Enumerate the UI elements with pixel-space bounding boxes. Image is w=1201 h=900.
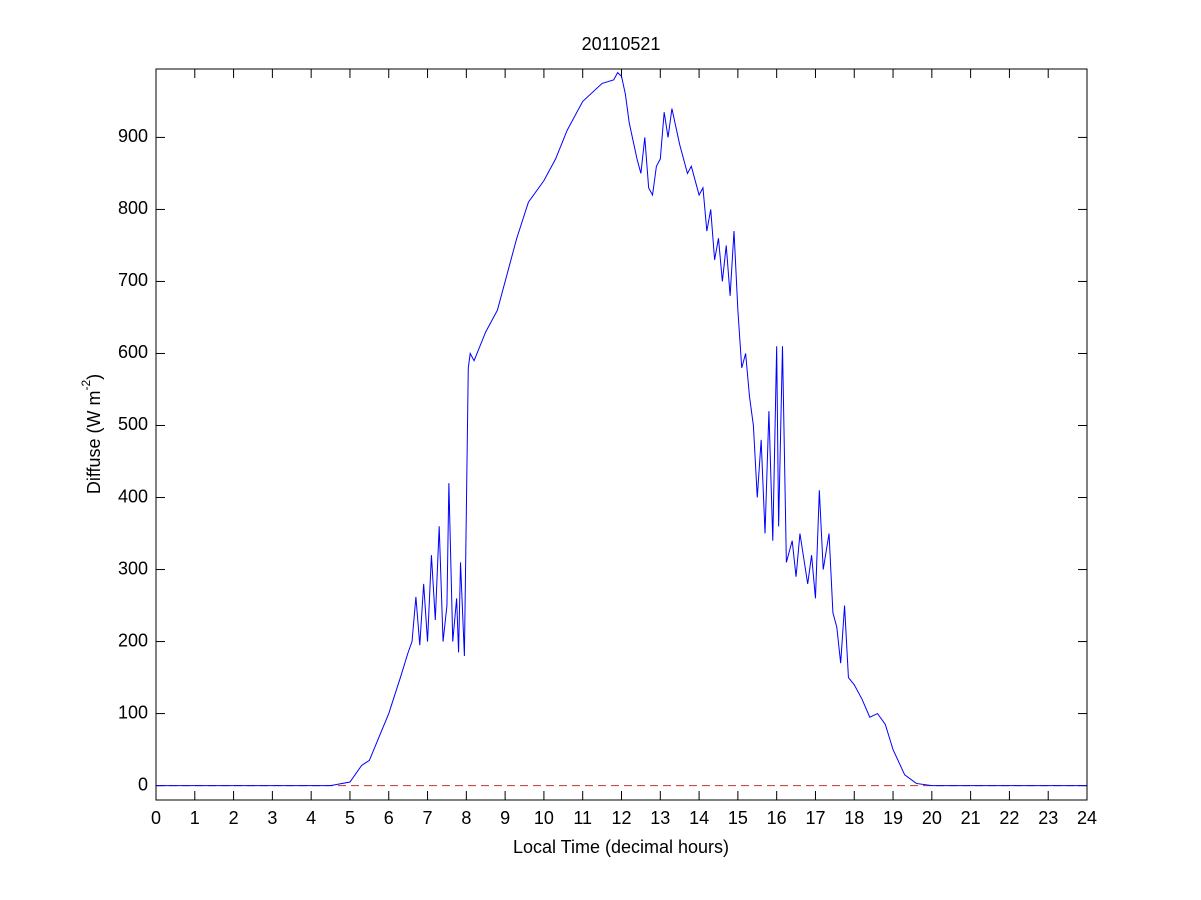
chart-title: 20110521 bbox=[582, 34, 661, 54]
y-tick-label: 400 bbox=[118, 486, 148, 506]
y-tick-label: 200 bbox=[118, 630, 148, 650]
x-tick-label: 8 bbox=[461, 808, 471, 828]
y-tick-label: 700 bbox=[118, 270, 148, 290]
x-tick-label: 15 bbox=[728, 808, 748, 828]
x-tick-label: 4 bbox=[306, 808, 316, 828]
x-tick-label: 22 bbox=[999, 808, 1019, 828]
x-tick-label: 12 bbox=[611, 808, 631, 828]
x-tick-label: 1 bbox=[190, 808, 200, 828]
x-tick-label: 17 bbox=[805, 808, 825, 828]
x-tick-label: 19 bbox=[883, 808, 903, 828]
y-tick-label: 300 bbox=[118, 558, 148, 578]
x-tick-label: 13 bbox=[650, 808, 670, 828]
x-tick-label: 7 bbox=[423, 808, 433, 828]
plot-area bbox=[156, 69, 1087, 800]
x-tick-label: 23 bbox=[1038, 808, 1058, 828]
y-tick-label: 0 bbox=[138, 774, 148, 794]
x-tick-label: 3 bbox=[267, 808, 277, 828]
x-tick-label: 24 bbox=[1077, 808, 1097, 828]
x-tick-label: 5 bbox=[345, 808, 355, 828]
x-tick-label: 14 bbox=[689, 808, 709, 828]
y-label-end: ) bbox=[84, 374, 104, 380]
x-tick-label: 9 bbox=[500, 808, 510, 828]
x-tick-label: 20 bbox=[922, 808, 942, 828]
y-tick-label: 500 bbox=[118, 414, 148, 434]
x-tick-label: 0 bbox=[151, 808, 161, 828]
x-tick-label: 2 bbox=[229, 808, 239, 828]
y-label-sup: -2 bbox=[79, 379, 93, 390]
x-tick-label: 6 bbox=[384, 808, 394, 828]
x-axis-label: Local Time (decimal hours) bbox=[513, 837, 729, 857]
y-tick-label: 800 bbox=[118, 198, 148, 218]
x-tick-label: 10 bbox=[534, 808, 554, 828]
data-line bbox=[156, 71, 1087, 787]
y-tick-label: 600 bbox=[118, 342, 148, 362]
x-tick-label: 18 bbox=[844, 808, 864, 828]
y-label-main: Diffuse (W m bbox=[84, 390, 104, 494]
y-tick-label: 900 bbox=[118, 126, 148, 146]
y-axis-label: Diffuse (W m-2) bbox=[79, 374, 104, 494]
x-tick-label: 16 bbox=[767, 808, 787, 828]
axes-box bbox=[155, 68, 1088, 801]
x-tick-label: 21 bbox=[961, 808, 981, 828]
y-tick-label: 100 bbox=[118, 702, 148, 722]
x-tick-label: 11 bbox=[573, 808, 592, 828]
